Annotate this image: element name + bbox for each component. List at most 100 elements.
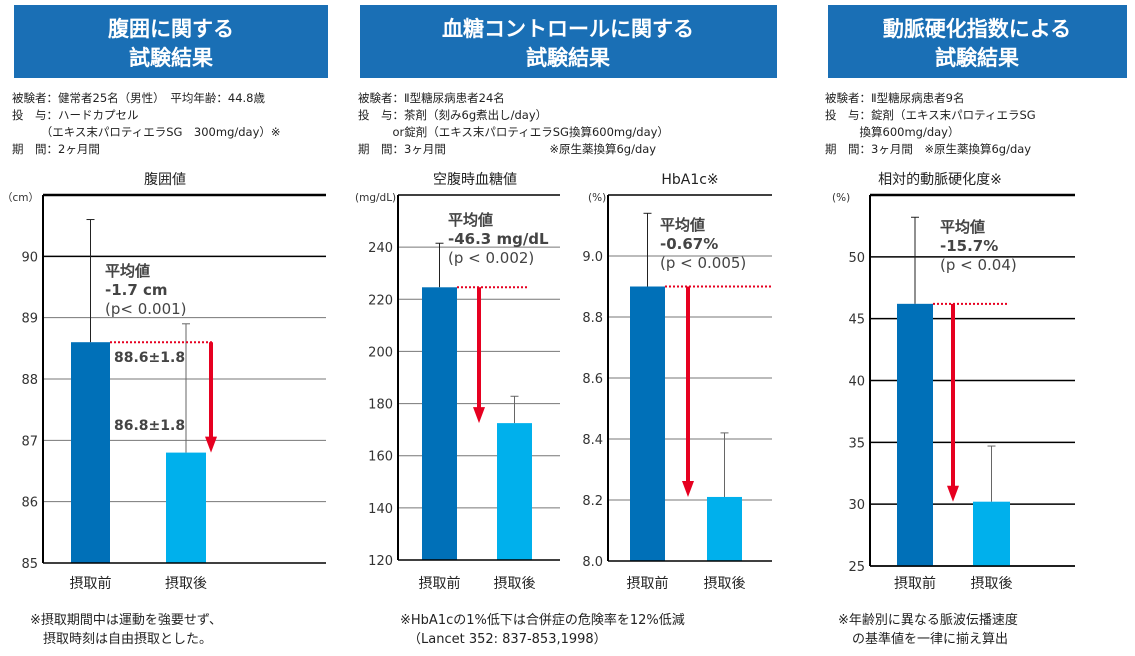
panel-title: 試験結果 (129, 46, 213, 70)
chart-title: 腹囲値 (144, 171, 186, 188)
y-axis-unit: （cm） (2, 192, 39, 204)
x-category-label: 摂取後 (494, 576, 536, 592)
y-tick-label: 85 (21, 557, 38, 572)
mean-annotation: 平均値 (448, 211, 493, 229)
info-line: 投 与：茶剤（刻み6g煮出し/day） (358, 108, 547, 122)
chart-title: 相対的動脈硬化度※ (878, 172, 1002, 188)
chart-4: 相対的動脈硬化度※ (%) 25 30 35 40 45 50 摂取前 摂取後 平均値-15.7%(… (832, 172, 1075, 592)
info-line: 期 間：2ヶ月間 (12, 142, 100, 156)
y-tick-label: 160 (368, 450, 393, 465)
y-tick-label: 120 (368, 554, 393, 569)
mean-annotation: 平均値 (940, 218, 985, 236)
mean-annotation: (p < 0.002) (448, 249, 534, 267)
y-axis-unit: (mg/dL) (355, 192, 396, 204)
x-category-label: 摂取前 (627, 575, 669, 592)
arrow-down-icon (682, 480, 694, 497)
info-line: 換算600mg/day） (825, 125, 959, 139)
info-line: 被験者：健常者25名（男性） 平均年齢：44.8歳 (12, 91, 265, 105)
y-tick-label: 30 (848, 498, 865, 513)
info-line: 期 間：3ヶ月間 ※原生薬換算6g/day (358, 142, 656, 156)
x-category-label: 摂取後 (704, 576, 746, 592)
mean-annotation: -1.7 cm (105, 281, 168, 299)
footnotes: ※摂取期間中は運動を強要せず、 摂取時刻は自由摂取とした。 ※HbA1cの1%低… (30, 612, 1018, 647)
x-category-label: 摂取前 (894, 575, 936, 592)
y-tick-label: 40 (848, 375, 865, 390)
y-tick-label: 87 (21, 434, 38, 449)
y-tick-label: 200 (368, 345, 393, 360)
footnote: 摂取時刻は自由摂取とした。 (30, 631, 212, 647)
info-line: 投 与：錠剤（エキス末パロティエラSG (825, 108, 1036, 122)
value-label: 88.6±1.8 (114, 350, 185, 366)
y-tick-label: 8.4 (582, 433, 603, 448)
y-axis-unit: (%) (832, 192, 850, 204)
y-tick-label: 8.8 (582, 311, 603, 326)
chart-title: HbA1c※ (661, 172, 718, 188)
mean-annotation: (p< 0.001) (105, 300, 187, 318)
y-tick-label: 50 (848, 251, 865, 266)
x-category-label: 摂取前 (419, 575, 461, 592)
panel-title: 動脈硬化指数による (883, 17, 1071, 41)
panel-title: 血糖コントロールに関する (442, 17, 694, 41)
panel-arterial-header: 動脈硬化指数による 試験結果 (828, 5, 1127, 78)
y-axis-unit: (%) (588, 192, 606, 204)
chart-2: 空腹時血糖値 (mg/dL) 120 140 160 180 200 220 240 摂取前 摂取後… (355, 171, 560, 592)
panel-glucose-info: 被験者：Ⅱ型糖尿病患者24名 投 与：茶剤（刻み6g煮出し/day） or錠剤（… (358, 91, 669, 156)
y-tick-label: 89 (21, 312, 38, 327)
footnote: ※摂取期間中は運動を強要せず、 (30, 612, 222, 628)
y-tick-label: 88 (21, 373, 38, 388)
mean-annotation: -46.3 mg/dL (448, 230, 549, 248)
bar-after (497, 423, 532, 560)
chart-1: 腹囲値 （cm） 85 86 87 88 89 90 摂取前 摂取後 平均値-1.7 cm(p< 0… (2, 171, 326, 592)
bar-before (897, 303, 933, 566)
mean-annotation: 平均値 (660, 216, 705, 234)
panel-arterial-info: 被験者：Ⅱ型糖尿病患者9名 投 与：錠剤（エキス末パロティエラSG 換算600m… (825, 91, 1036, 156)
y-tick-label: 8.6 (582, 372, 603, 387)
bar-before (71, 342, 110, 563)
y-tick-label: 8.0 (582, 555, 603, 570)
y-tick-label: 45 (848, 313, 865, 328)
panel-title: 腹囲に関する (108, 17, 234, 41)
info-line: （エキス末パロティエラSG 300mg/day）※ (12, 125, 281, 139)
mean-annotation: (p < 0.04) (940, 256, 1017, 274)
arrow-down-icon (947, 485, 959, 502)
y-tick-label: 35 (848, 436, 865, 451)
y-tick-label: 180 (368, 398, 393, 413)
panel-title: 試験結果 (526, 46, 610, 70)
panel-title: 試験結果 (935, 46, 1019, 70)
footnote: の基準値を一律に揃え算出 (852, 631, 1008, 647)
y-tick-label: 90 (21, 250, 38, 265)
bar-after (707, 496, 742, 561)
panel-glucose-header: 血糖コントロールに関する 試験結果 (360, 5, 777, 78)
info-line: 期 間：3ヶ月間 ※原生薬換算6g/day (825, 142, 1031, 156)
bar-after (166, 452, 206, 563)
info-line: 被験者：Ⅱ型糖尿病患者24名 (358, 91, 505, 105)
info-line: 被験者：Ⅱ型糖尿病患者9名 (825, 91, 964, 105)
bar-before (630, 286, 665, 561)
arrow-down-icon (205, 436, 217, 453)
footnote: （Lancet 352: 837-853,1998） (408, 632, 607, 647)
arrow-down-icon (473, 407, 485, 424)
y-tick-label: 140 (368, 502, 393, 517)
mean-annotation: -0.67% (660, 235, 718, 253)
mean-annotation: 平均値 (105, 262, 150, 280)
panel-waist-info: 被験者：健常者25名（男性） 平均年齢：44.8歳 投 与：ハードカプセル （エ… (12, 91, 281, 156)
value-label: 86.8±1.8 (114, 418, 185, 434)
mean-annotation: (p < 0.005) (660, 254, 746, 272)
footnote: ※年齢別に異なる脈波伝播速度 (838, 612, 1018, 628)
x-category-label: 摂取前 (70, 575, 112, 592)
mean-annotation: -15.7% (940, 237, 998, 255)
y-tick-label: 8.2 (582, 494, 603, 509)
bar-before (422, 287, 457, 560)
bar-after (973, 501, 1010, 566)
panel-waist-header: 腹囲に関する 試験結果 (14, 5, 328, 78)
chart-title: 空腹時血糖値 (433, 171, 517, 188)
y-tick-label: 9.0 (582, 250, 603, 265)
info-line: 投 与：ハードカプセル (12, 108, 139, 122)
y-tick-label: 25 (848, 560, 865, 575)
info-line: or錠剤（エキス末パロティエラSG換算600mg/day） (358, 125, 669, 139)
y-tick-label: 240 (368, 241, 393, 256)
x-category-label: 摂取後 (165, 576, 207, 592)
x-category-label: 摂取後 (971, 576, 1013, 592)
y-tick-label: 220 (368, 293, 393, 308)
chart-3: HbA1c※ (%) 8.0 8.2 8.4 8.6 8.8 9.0 摂取前 摂取後 平均値-0.6… (582, 172, 772, 592)
